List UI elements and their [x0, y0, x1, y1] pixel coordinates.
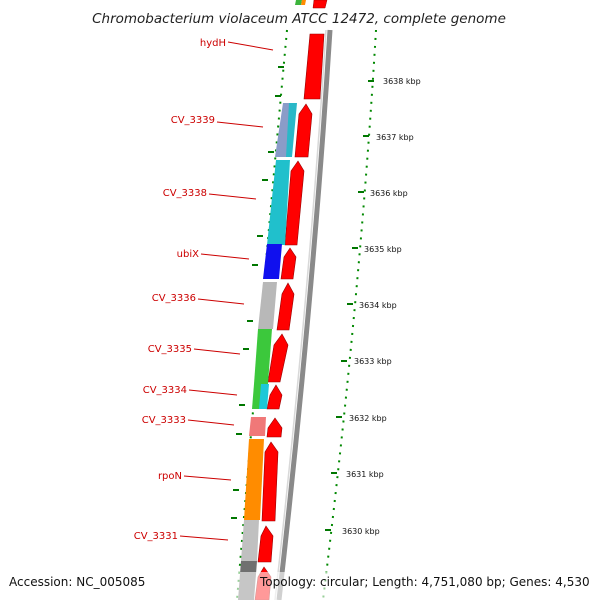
cds-hydH — [303, 33, 325, 100]
cds-top-partial — [312, 0, 328, 9]
kbp-labels: 3638 kbp 3637 kbp 3636 kbp 3635 kbp 3634… — [342, 77, 421, 536]
leader-line — [193, 348, 241, 355]
inner-dotted-arc — [236, 29, 288, 600]
cds-cv3336 — [276, 282, 295, 331]
scale-ticks — [231, 66, 374, 531]
cds-cv3335 — [267, 333, 289, 383]
gene-label-cv3338: CV_3338 — [163, 188, 207, 199]
backbone-highlight — [274, 29, 327, 600]
gene-label-cv3335: CV_3335 — [148, 344, 192, 355]
topology-text: Topology: circular; Length: 4,751,080 bp… — [259, 575, 590, 589]
accession-text: Accession: NC_005085 — [9, 575, 145, 589]
gene-label-rpon: rpoN — [158, 471, 182, 482]
gene-label-cv3331: CV_3331 — [134, 531, 178, 542]
kbp-label: 3634 kbp — [359, 301, 397, 310]
block-cv3335 — [254, 329, 272, 384]
gene-label-ubix: ubiX — [177, 249, 199, 260]
block-rpon — [244, 439, 264, 520]
kbp-label: 3630 kbp — [342, 527, 380, 536]
gene-label-cv3336: CV_3336 — [152, 293, 196, 304]
feature-top-green — [295, 0, 302, 5]
leader-line — [200, 253, 250, 260]
kbp-label: 3636 kbp — [370, 189, 408, 198]
kbp-label: 3631 kbp — [346, 470, 384, 479]
leader-line — [179, 535, 229, 541]
cds-rpon — [261, 441, 279, 522]
leader-line — [188, 389, 238, 396]
map-title: Chromobacterium violaceum ATCC 12472, co… — [92, 11, 506, 27]
cds-cv3339 — [294, 103, 313, 158]
leader-line — [227, 41, 274, 51]
leader-line — [197, 298, 245, 305]
leader-line — [216, 121, 264, 128]
gene-features — [238, 0, 328, 600]
kbp-label: 3638 kbp — [383, 77, 421, 86]
leader-line — [208, 193, 257, 200]
cds-cv3334 — [266, 384, 283, 410]
kbp-label: 3632 kbp — [349, 414, 387, 423]
block-cv3333 — [249, 417, 266, 436]
kbp-label: 3637 kbp — [376, 133, 414, 142]
gene-label-cv3339: CV_3339 — [171, 115, 215, 126]
leader-line — [187, 419, 235, 426]
cds-cv3331 — [257, 525, 274, 563]
feature-top-orange — [301, 0, 306, 5]
scale-arc — [322, 29, 377, 600]
gene-labels: hydH CV_3339 CV_3338 ubiX CV_3336 CV_333… — [134, 38, 274, 542]
kbp-label: 3633 kbp — [354, 357, 392, 366]
block-ubix — [263, 244, 282, 279]
gene-label-hydH: hydH — [200, 38, 226, 49]
block-cv3338 — [267, 160, 290, 245]
gene-label-cv3333: CV_3333 — [142, 415, 186, 426]
genome-backbone — [276, 29, 333, 600]
block-cv3331 — [241, 520, 259, 561]
cds-cv3333 — [266, 417, 283, 438]
footer-backdrop — [0, 572, 600, 600]
cds-cv3338 — [284, 160, 305, 246]
block-cv3336 — [258, 282, 277, 329]
block-cv3334-b — [259, 384, 269, 409]
gene-label-cv3334: CV_3334 — [143, 385, 187, 396]
block-cv3339-b — [286, 103, 297, 157]
leader-line — [183, 475, 232, 481]
kbp-label: 3635 kbp — [364, 245, 402, 254]
cds-ubix — [280, 247, 297, 280]
